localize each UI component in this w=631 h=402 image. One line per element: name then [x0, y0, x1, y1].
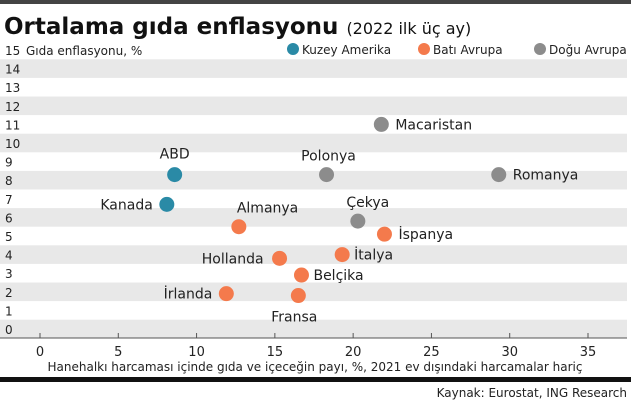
data-point	[290, 288, 306, 304]
grid-band	[0, 208, 627, 227]
grid-band	[0, 245, 627, 264]
y-tick-label: 6	[5, 211, 13, 225]
grid-band	[0, 319, 627, 339]
y-tick-label: 13	[5, 81, 20, 95]
point-label: Polonya	[301, 149, 356, 165]
data-point	[231, 219, 247, 235]
y-tick-label: 11	[5, 118, 20, 132]
y-tick-label: 12	[5, 100, 20, 114]
top-rule	[0, 0, 631, 4]
x-tick-label: 25	[423, 345, 440, 360]
data-point	[334, 247, 350, 263]
data-point	[218, 286, 234, 302]
y-tick-label: 5	[5, 230, 13, 244]
grid-band	[0, 282, 627, 302]
legend-marker	[287, 43, 299, 55]
grid-band	[0, 96, 627, 116]
legend-label: Kuzey Amerika	[302, 43, 391, 57]
y-tick-label: 10	[5, 137, 20, 151]
y-tick-label: 2	[5, 286, 13, 300]
point-label: Almanya	[237, 201, 298, 217]
x-tick-label: 5	[114, 345, 122, 360]
data-point	[167, 167, 183, 183]
data-point	[272, 250, 288, 266]
source-note: Kaynak: Eurostat, ING Research	[437, 386, 627, 400]
y-tick-label: 15	[5, 44, 20, 58]
y-tick-label: 7	[5, 193, 13, 207]
point-label: Çekya	[346, 195, 389, 211]
data-point	[350, 213, 366, 229]
grid-band	[0, 170, 627, 190]
data-point	[319, 167, 335, 183]
y-tick-label: 4	[5, 249, 13, 263]
legend-label: Doğu Avrupa	[549, 43, 627, 57]
point-label: İtalya	[354, 246, 393, 264]
point-label: Romanya	[513, 168, 579, 184]
data-point	[159, 196, 175, 212]
y-tick-label: 1	[5, 304, 13, 318]
point-label: ABD	[160, 147, 190, 163]
point-label: İrlanda	[164, 285, 213, 303]
bottom-rule	[0, 377, 631, 382]
point-label: Kanada	[100, 197, 152, 213]
grid-band	[0, 133, 627, 153]
data-point	[376, 226, 392, 242]
y-tick-label: 8	[5, 174, 13, 188]
point-label: Macaristan	[395, 117, 472, 133]
data-point	[293, 267, 309, 283]
x-tick-label: 10	[188, 345, 205, 360]
chart-title: Ortalama gıda enflasyonu (2022 ilk üç ay…	[4, 14, 471, 40]
grid-band	[0, 59, 627, 78]
x-tick-label: 0	[36, 345, 44, 360]
legend-label: Batı Avrupa	[433, 43, 503, 57]
point-label: İspanya	[398, 225, 453, 243]
legend-marker	[534, 43, 546, 55]
x-tick-label: 15	[267, 345, 284, 360]
y-axis-label: Gıda enflasyonu, %	[26, 44, 142, 58]
data-point	[373, 116, 389, 132]
data-point	[491, 167, 507, 183]
x-tick-label: 30	[501, 345, 518, 360]
y-tick-label: 9	[5, 156, 13, 170]
x-tick-label: 35	[580, 345, 597, 360]
x-tick-label: 20	[345, 345, 362, 360]
y-tick-label: 0	[5, 323, 13, 337]
point-label: Hollanda	[202, 251, 264, 267]
y-tick-label: 14	[5, 63, 20, 77]
x-axis-label: Hanehalkı harcaması içinde gıda ve içece…	[48, 360, 583, 374]
legend-marker	[418, 43, 430, 55]
point-label: Belçika	[313, 268, 363, 284]
y-tick-label: 3	[5, 267, 13, 281]
point-label: Fransa	[271, 310, 317, 326]
